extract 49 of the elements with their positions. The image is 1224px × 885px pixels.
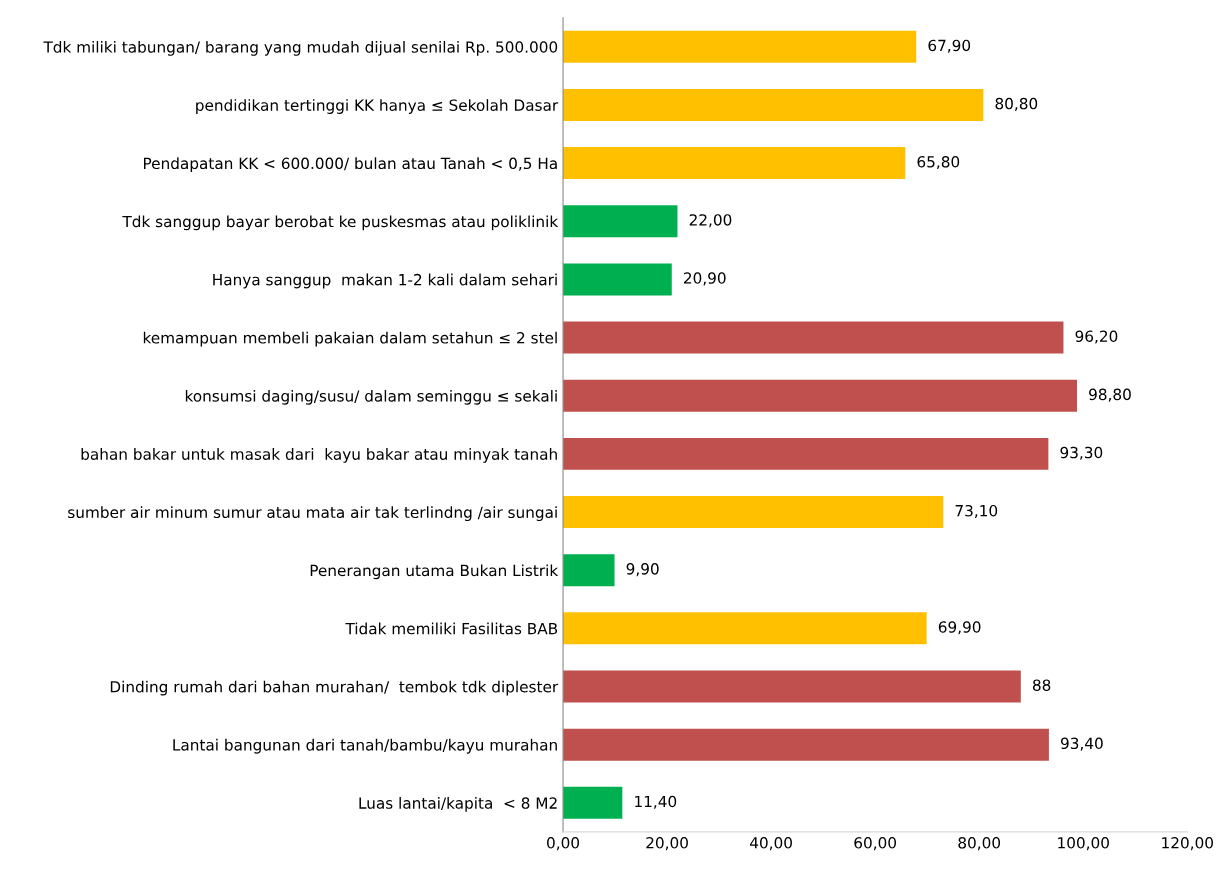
x-tick-label: 0,00 — [547, 837, 580, 851]
bar — [563, 670, 1021, 703]
data-label: 65,80 — [917, 155, 960, 170]
bar — [563, 786, 623, 819]
data-label: 93,40 — [1060, 737, 1103, 751]
bar — [563, 379, 1077, 412]
data-label: 69,90 — [938, 621, 981, 635]
bar — [563, 554, 615, 587]
y-tick-label: bahan bakar untuk masak dari kayu bakar atau minyak tanah — [81, 448, 557, 463]
data-label: 73,10 — [955, 504, 998, 519]
data-label: 9,90 — [626, 563, 659, 577]
x-tick-label: 20,00 — [646, 837, 688, 851]
x-tick-label: 120,00 — [1162, 837, 1213, 851]
y-tick-label: Penerangan utama Bukan Listrik — [310, 564, 559, 580]
y-tick-label: kemampuan membeli pakaian dalam setahun ≤ 2 stel — [143, 331, 557, 347]
data-label: 93,30 — [1060, 446, 1103, 460]
bar — [563, 728, 1049, 761]
y-tick-label: Hanya sanggup makan 1-2 kali dalam sehari — [213, 273, 557, 289]
bar — [563, 437, 1049, 470]
y-tick-label: Lantai bangunan dari tanah/bambu/kayu murahan — [173, 738, 557, 754]
data-label: 11,40 — [635, 795, 677, 809]
bar — [563, 88, 984, 121]
bar — [563, 263, 672, 296]
data-label: 20,90 — [683, 272, 726, 286]
y-tick-label: Tdk miliki tabungan/ barang yang mudah dijual senilai Rp. 500.000 — [43, 40, 558, 56]
data-label: 22,00 — [689, 214, 732, 228]
y-tick-label: Tidak memiliki Fasilitas BAB — [345, 622, 558, 635]
bar — [563, 612, 927, 645]
y-tick-label: sumber air minum sumur atau mata air tak terlindng /air sungai — [68, 506, 557, 522]
x-tick-label: 100,00 — [1058, 837, 1109, 851]
bar — [563, 205, 678, 238]
bar — [563, 496, 944, 529]
data-label: 67,90 — [928, 39, 971, 53]
x-tick-label: 80,00 — [958, 837, 1001, 851]
y-tick-label: Dinding rumah dari bahan murahan/ tembok tdk diplester — [110, 680, 559, 696]
y-tick-label: Pendapatan KK < 600.000/ bulan atau Tanah < 0,5 Ha — [144, 157, 557, 173]
x-tick-label: 40,00 — [750, 837, 792, 851]
bar — [563, 30, 917, 63]
data-label: 96,20 — [1075, 330, 1118, 344]
bar — [563, 147, 906, 180]
y-tick-label: pendidikan tertinggi KK hanya ≤ Sekolah Dasar — [196, 99, 559, 114]
data-label: 88 — [1032, 679, 1051, 691]
y-tick-label: konsumsi daging/susu/ dalam seminggu ≤ sekali — [185, 389, 557, 405]
bar — [563, 321, 1064, 354]
y-tick-label: Tdk sanggup bayar berobat ke puskesmas atau poliklinik — [122, 215, 559, 231]
x-tick-label: 60,00 — [854, 837, 897, 851]
data-label: 80,80 — [995, 97, 1038, 111]
data-label: 98,80 — [1089, 388, 1131, 402]
y-tick-label: Luas lantai/kapita < 8 M2 — [359, 797, 557, 812]
